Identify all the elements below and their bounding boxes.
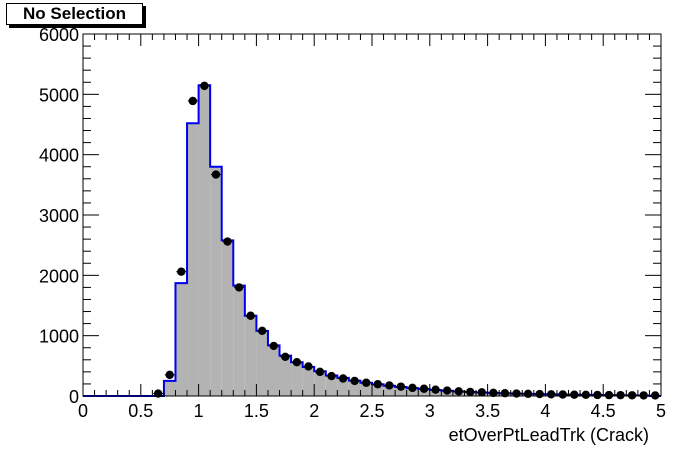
y-tick-label: 4000 xyxy=(39,146,79,166)
histogram-bar xyxy=(325,375,338,396)
data-point xyxy=(234,283,244,292)
data-point xyxy=(338,374,348,383)
data-point xyxy=(442,386,452,395)
data-point xyxy=(523,389,533,399)
histogram-bar xyxy=(210,166,222,396)
histogram-bar xyxy=(267,345,280,396)
histogram-bar xyxy=(221,240,234,396)
x-axis-label: etOverPtLeadTrk (Crack) xyxy=(449,425,649,445)
plot-frame xyxy=(82,33,662,397)
data-point xyxy=(281,352,290,361)
plot-area: 0 0.5 1 1.5 2 2.5 3 3.5 4 4.5 5 0 1000 2000 3000 4000 50… xyxy=(39,25,666,421)
data-point xyxy=(639,391,648,400)
data-point xyxy=(246,311,255,320)
x-tick-label: 4.5 xyxy=(591,401,616,421)
histogram-bar xyxy=(244,315,257,396)
histogram-bar xyxy=(256,330,268,396)
histogram-bar xyxy=(291,362,303,396)
data-point xyxy=(627,391,637,400)
data-point xyxy=(304,362,313,371)
data-point xyxy=(454,387,463,396)
y-tick-label: 3000 xyxy=(39,206,79,226)
histogram-bar xyxy=(279,355,292,396)
data-point xyxy=(200,81,209,91)
data-point xyxy=(408,383,417,393)
y-tick-label: 5000 xyxy=(39,85,79,105)
histogram-bar xyxy=(302,367,315,396)
histogram-bar xyxy=(372,384,384,396)
x-tick-label: 4 xyxy=(540,401,550,421)
data-point xyxy=(188,96,198,106)
histogram-bar xyxy=(406,388,419,396)
data-point xyxy=(153,389,163,398)
x-tick-label: 0.5 xyxy=(128,401,153,421)
histogram-outline xyxy=(83,84,661,397)
data-point xyxy=(165,370,174,380)
x-tick-label: 1.5 xyxy=(244,401,269,421)
data-point xyxy=(651,391,660,400)
histogram-bar xyxy=(360,382,372,396)
data-point xyxy=(419,384,429,393)
data-point xyxy=(546,390,556,399)
data-point xyxy=(177,267,186,276)
data-point xyxy=(269,341,278,351)
data-point xyxy=(257,326,267,336)
histogram-bar xyxy=(348,380,361,396)
data-point xyxy=(535,389,544,399)
data-point xyxy=(558,390,567,399)
y-tick-label: 0 xyxy=(69,387,79,407)
data-point xyxy=(211,170,221,179)
x-tick-label: 3.5 xyxy=(475,401,500,421)
data-point xyxy=(500,389,510,398)
data-point xyxy=(223,237,232,246)
x-tick-label: 2 xyxy=(309,401,319,421)
data-point xyxy=(315,367,325,377)
histogram-bar xyxy=(337,377,349,396)
histogram-bar xyxy=(233,285,245,396)
data-point xyxy=(616,390,625,400)
data-point xyxy=(396,382,406,391)
histogram-bar xyxy=(383,385,396,396)
data-point xyxy=(327,371,336,381)
chart-title: No Selection xyxy=(6,3,143,25)
data-point xyxy=(292,358,302,367)
y-tick-label: 1000 xyxy=(39,327,79,347)
data-point xyxy=(489,388,498,398)
data-point xyxy=(350,376,359,386)
histogram-bar xyxy=(175,283,188,396)
data-point xyxy=(477,388,487,397)
data-point xyxy=(604,390,614,400)
x-tick-label: 3 xyxy=(425,401,435,421)
histogram-bar xyxy=(395,386,407,396)
x-tick-label: 0 xyxy=(78,401,88,421)
histogram-bar xyxy=(198,85,211,397)
y-tick-label: 2000 xyxy=(39,266,79,286)
histogram-bar xyxy=(187,123,199,396)
data-point xyxy=(373,380,382,389)
histogram-bar xyxy=(163,380,176,396)
data-point xyxy=(466,387,475,397)
data-point xyxy=(593,390,602,400)
data-point xyxy=(362,378,371,387)
x-tick-label: 1 xyxy=(194,401,204,421)
histogram-bar xyxy=(314,371,326,396)
x-tick-label: 5 xyxy=(656,401,666,421)
data-point xyxy=(581,390,591,399)
data-point xyxy=(385,381,394,390)
x-tick-label: 2.5 xyxy=(359,401,384,421)
data-point xyxy=(570,390,579,399)
y-tick-label: 6000 xyxy=(39,25,79,45)
data-point xyxy=(431,385,440,394)
